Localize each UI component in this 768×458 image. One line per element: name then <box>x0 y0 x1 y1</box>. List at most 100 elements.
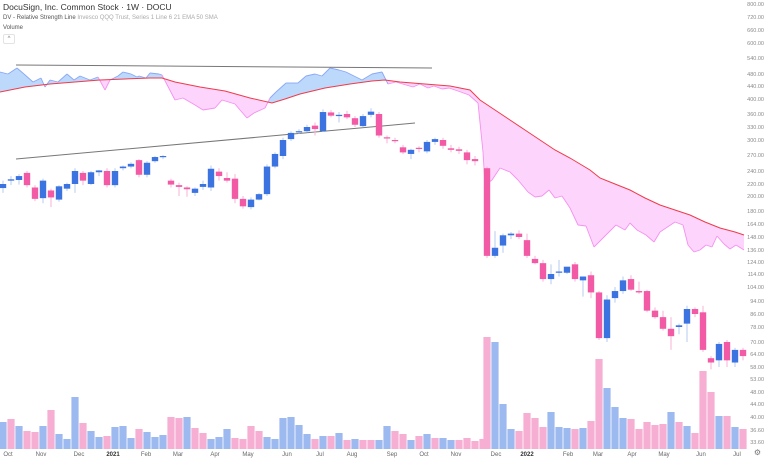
volume-bar <box>651 425 659 449</box>
candle <box>7 176 15 186</box>
candle <box>691 307 699 318</box>
volume-bar <box>247 426 255 449</box>
candle <box>271 152 279 169</box>
candle <box>555 259 563 277</box>
chart-settings-button[interactable]: ⚙ <box>753 448 762 457</box>
volume-bar <box>563 428 571 449</box>
candle <box>0 180 7 193</box>
trendline[interactable] <box>15 122 416 160</box>
relative-strength-line <box>0 67 745 253</box>
price-axis-label: 440.00 <box>747 84 764 90</box>
volume-bar <box>71 397 79 449</box>
price-axis-label: 124.00 <box>747 260 764 266</box>
price-axis-label: 136.00 <box>747 248 764 254</box>
volume-bar <box>619 418 627 449</box>
trendline[interactable] <box>15 64 433 69</box>
volume-bar <box>383 426 391 449</box>
volume-bar <box>47 410 55 449</box>
candle <box>151 156 159 163</box>
candle <box>547 264 555 285</box>
candle <box>215 168 223 181</box>
candle <box>95 169 103 177</box>
volume-bar <box>79 423 87 449</box>
time-axis-label: Nov <box>36 452 47 458</box>
time-axis[interactable]: Oct Nov Dec 2021 Feb Mar Apr May Jun Jul Aug Sep Oct… <box>3 452 741 458</box>
candle <box>143 161 151 178</box>
time-axis-label: Oct <box>419 452 429 458</box>
indicator-params: Invesco QQQ Trust, Series 1 Line 6 21 EM… <box>77 15 218 21</box>
price-axis-label: 164.00 <box>747 222 764 228</box>
volume-bar <box>667 412 675 449</box>
price-axis-label: 200.00 <box>747 194 764 200</box>
candle <box>571 262 579 282</box>
volume-bar <box>0 422 7 449</box>
volume-bar <box>135 429 143 449</box>
volume-bar <box>731 427 739 449</box>
candle <box>391 137 399 144</box>
volume-bar <box>603 388 611 449</box>
volume-bar <box>507 429 515 449</box>
candlesticks <box>0 108 747 370</box>
symbol-title[interactable]: DocuSign, Inc. Common Stock · 1W · DOCU <box>3 2 172 12</box>
time-axis-label: 2021 <box>106 452 120 458</box>
collapse-legend-button[interactable]: ^ <box>3 34 15 44</box>
volume-bar <box>207 439 215 449</box>
candle <box>239 196 247 209</box>
volume-bar <box>103 436 111 449</box>
candle <box>135 159 143 178</box>
candle <box>587 271 595 299</box>
candle <box>723 340 731 367</box>
candle <box>231 174 239 204</box>
candle <box>731 347 739 367</box>
candle <box>499 233 507 253</box>
volume-bar <box>375 440 383 449</box>
candle <box>191 187 199 196</box>
volume-bar <box>263 437 271 449</box>
time-axis-label: Nov <box>451 452 462 458</box>
volume-bar <box>455 440 463 449</box>
candle <box>715 342 723 367</box>
candle <box>507 231 515 240</box>
candle <box>707 356 715 370</box>
candle <box>279 137 287 160</box>
price-axis[interactable]: 800.00 720.00 660.00 600.00 540.00 480.00 440.… <box>747 2 764 446</box>
candle <box>287 131 295 141</box>
candle <box>439 137 447 149</box>
candle <box>667 317 675 350</box>
volume-bar <box>87 431 95 449</box>
candle <box>343 110 351 120</box>
candle <box>15 174 23 185</box>
volume-bar <box>239 439 247 449</box>
candle <box>303 124 311 133</box>
candle <box>491 231 499 258</box>
volume-bar <box>423 434 431 449</box>
gear-icon: ⚙ <box>753 448 762 457</box>
volume-bar <box>295 425 303 449</box>
time-axis-label: Aug <box>347 452 358 458</box>
volume-bar <box>351 439 359 449</box>
volume-legend[interactable]: Volume <box>3 25 24 31</box>
candle <box>603 295 611 342</box>
volume-bar <box>571 429 579 449</box>
volume-bar <box>463 438 471 449</box>
volume-bar <box>407 440 415 449</box>
indicator-legend[interactable]: DV - Relative Strength Line Invesco QQQ … <box>3 13 218 23</box>
time-axis-label: May <box>242 452 253 458</box>
price-axis-label: 40.00 <box>750 415 764 421</box>
candle <box>311 122 319 136</box>
volume-bar <box>587 421 595 449</box>
candle <box>175 182 183 196</box>
volume-bar <box>7 419 15 449</box>
relative-strength-fill <box>0 68 744 252</box>
volume-bar <box>683 426 691 449</box>
volume-bar <box>675 422 683 449</box>
time-axis-label: Sep <box>387 452 398 458</box>
volume-bar <box>707 392 715 449</box>
trendlines[interactable] <box>15 64 433 160</box>
price-axis-label: 64.00 <box>750 352 764 358</box>
candle <box>255 192 263 201</box>
candle <box>627 275 635 292</box>
candle <box>47 188 55 208</box>
volume-bar <box>167 417 175 449</box>
